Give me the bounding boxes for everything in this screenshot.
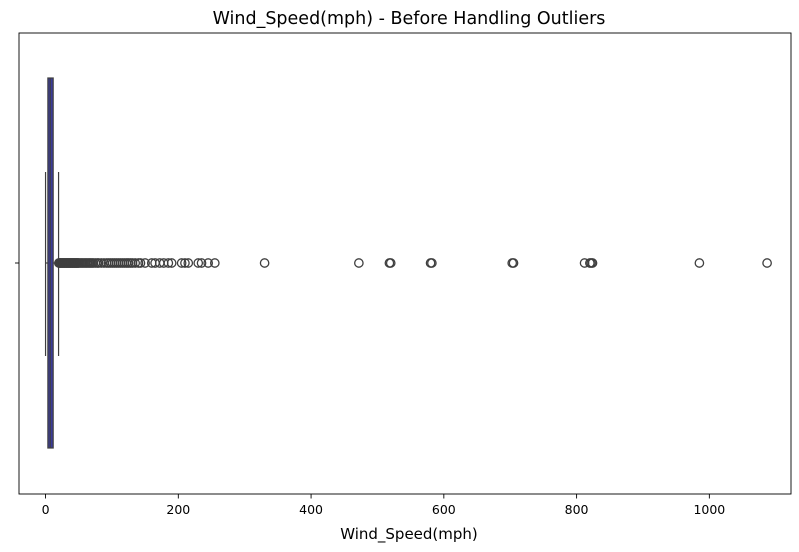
x-axis-label: Wind_Speed(mph) (340, 525, 478, 544)
outlier-layer (53, 258, 772, 268)
x-tick-label: 200 (166, 502, 190, 517)
outlier-point (203, 258, 214, 268)
outlier-point (130, 258, 141, 268)
x-tick-label: 800 (565, 502, 589, 517)
chart-title: Wind_Speed(mph) - Before Handling Outlie… (213, 9, 606, 29)
outlier-point (427, 258, 437, 268)
x-tick-label: 0 (42, 502, 50, 517)
outlier-point (259, 258, 270, 268)
outlier-point (180, 258, 190, 268)
outlier-point (196, 258, 207, 268)
x-axis: 0 200 400 600 800 1000 (42, 494, 725, 517)
outlier-point (587, 258, 598, 268)
outlier-point (694, 258, 705, 268)
outlier-point (209, 258, 220, 268)
outlier-point (166, 258, 177, 268)
box-layer (44, 77, 60, 449)
outlier-point (354, 258, 364, 268)
x-tick-label: 400 (299, 502, 323, 517)
outlier-point (183, 258, 194, 268)
outlier-point (163, 258, 174, 268)
outlier-point (176, 258, 187, 268)
x-tick-label: 1000 (693, 502, 725, 517)
outlier-point (762, 258, 772, 268)
outlier-point (508, 258, 519, 268)
outlier-point (135, 258, 146, 268)
outlier-point (96, 258, 107, 268)
x-tick-label: 600 (432, 502, 456, 517)
outlier-point (385, 258, 396, 268)
plot-area-frame (18, 32, 792, 495)
outlier-point (193, 258, 204, 268)
outlier-point (140, 258, 150, 268)
